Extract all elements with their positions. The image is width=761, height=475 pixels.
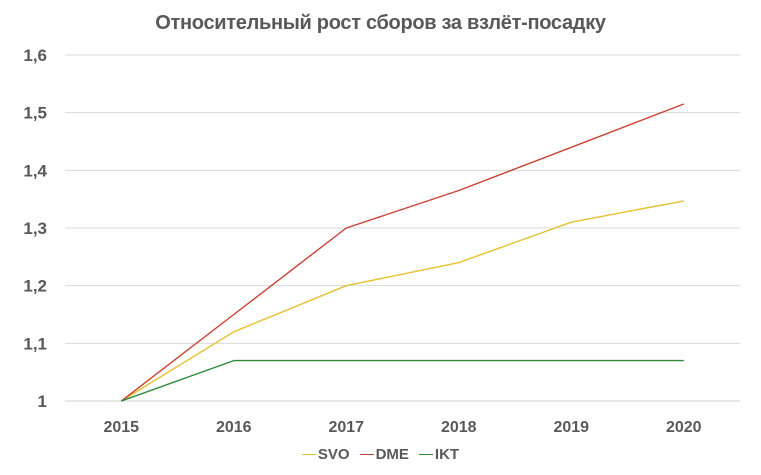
series-line-svo [120, 200, 684, 402]
legend-item-ikt: IKT [418, 446, 460, 463]
x-tick-label: 2017 [328, 419, 364, 436]
y-tick-label: 1,1 [23, 334, 47, 353]
legend-swatch [301, 454, 316, 455]
legend-item-svo: SVO [301, 446, 350, 463]
y-tick-label: 1 [38, 392, 47, 411]
legend-label: IKT [434, 446, 460, 463]
series-line-ikt [121, 359, 684, 402]
legend-swatch [359, 454, 374, 455]
legend-item-dme: DME [359, 446, 409, 463]
y-axis-tick-labels: 1 1,1 1,2 1,3 1,4 1,5 1,6 [23, 46, 47, 411]
x-tick-label: 2015 [103, 419, 139, 436]
legend-label: SVO [317, 446, 350, 463]
y-tick-label: 1,6 [23, 46, 47, 65]
y-tick-label: 1,3 [23, 219, 47, 238]
x-tick-label: 2016 [216, 419, 252, 436]
y-tick-label: 1,5 [23, 104, 47, 123]
x-tick-label: 2018 [441, 419, 477, 436]
grid-lines [65, 54, 740, 402]
series-line-dme [120, 103, 685, 402]
legend-swatch [418, 454, 433, 455]
y-tick-label: 1,4 [23, 161, 47, 180]
x-tick-label: 2019 [553, 419, 589, 436]
chart-title: Относительный рост сборов за взлёт-посад… [155, 12, 606, 34]
legend: SVO DME IKT [0, 446, 761, 463]
legend-label: DME [375, 446, 409, 463]
series-lines [120, 103, 685, 402]
y-tick-label: 1,2 [23, 277, 47, 296]
x-axis-tick-labels: 2015 2016 2017 2018 2019 2020 [103, 419, 701, 436]
x-tick-label: 2020 [666, 419, 702, 436]
